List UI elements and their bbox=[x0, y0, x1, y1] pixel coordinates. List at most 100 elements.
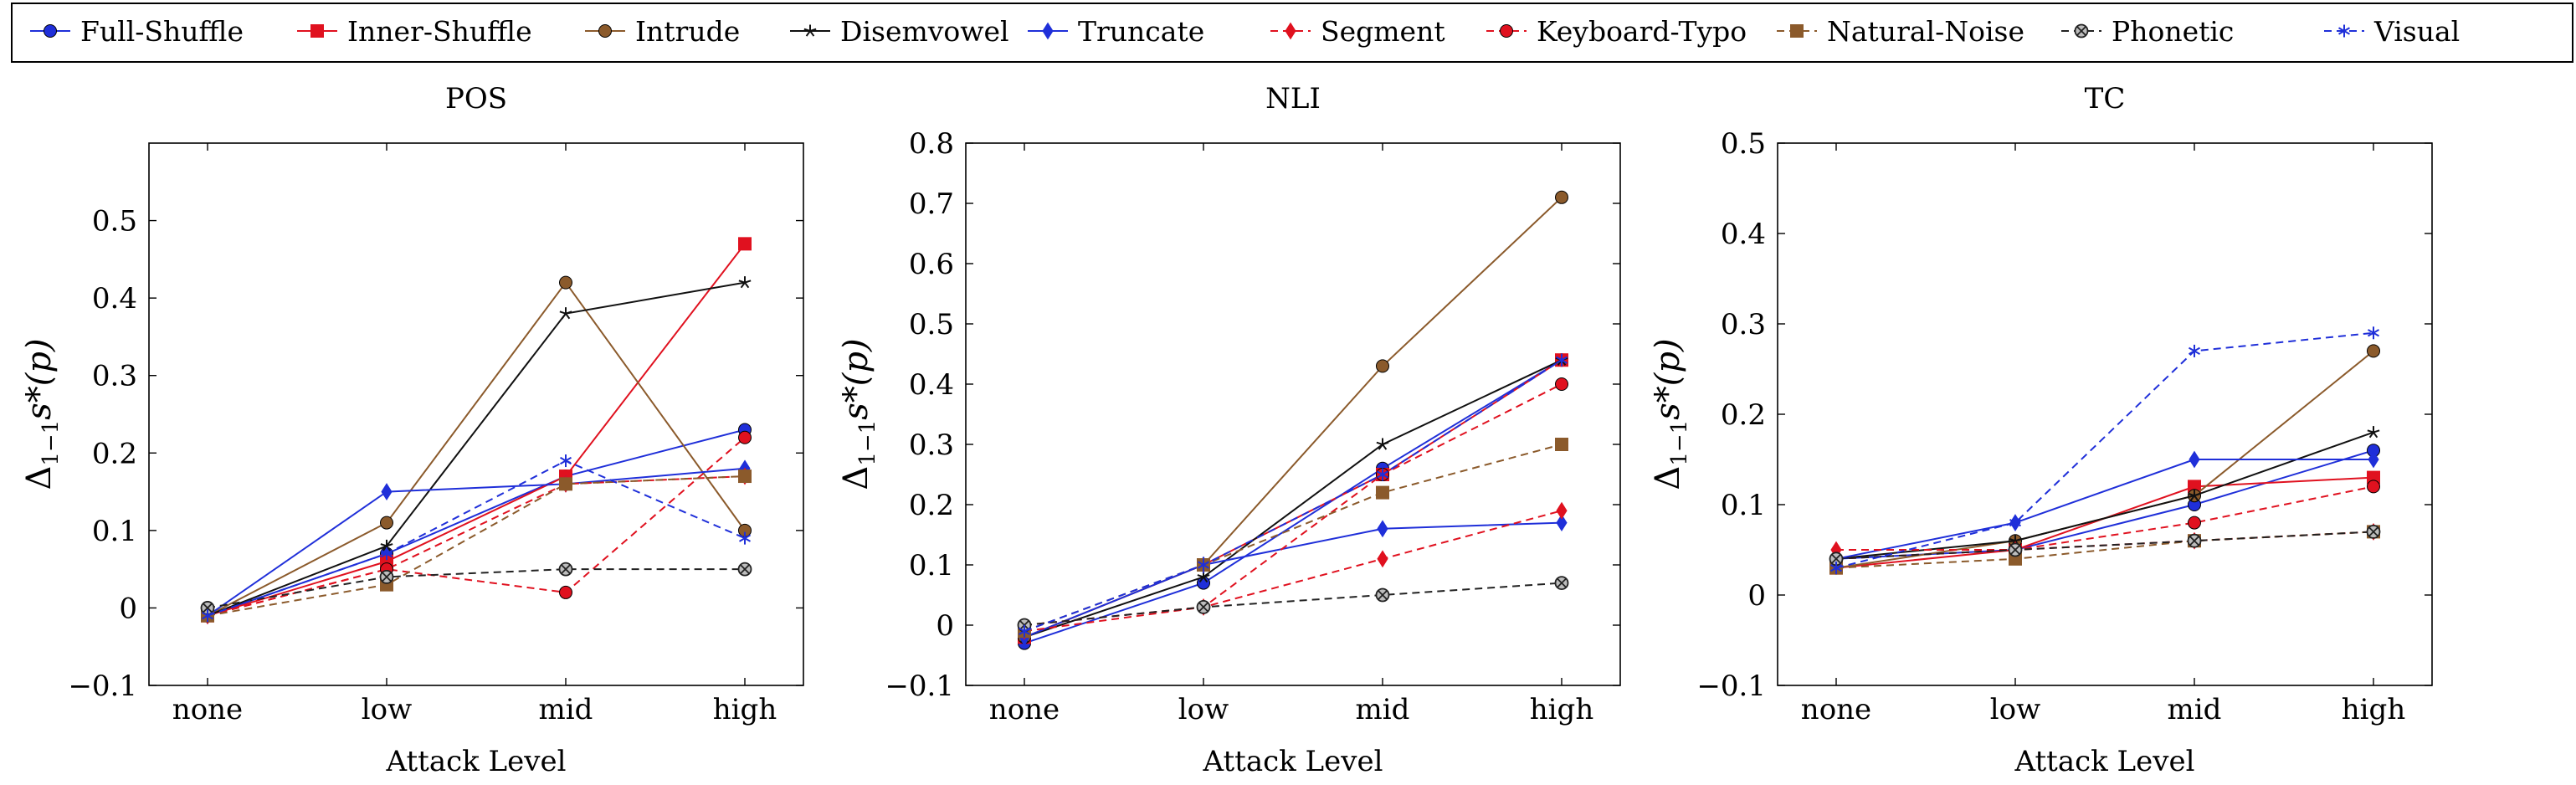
series-segment bbox=[1830, 522, 2379, 559]
series-line bbox=[1024, 359, 1563, 639]
data-point bbox=[1555, 438, 1568, 451]
series-line bbox=[1835, 331, 2374, 569]
series-line bbox=[207, 428, 746, 617]
legend-label: Truncate bbox=[1078, 15, 1204, 48]
x-tick-label: high bbox=[2342, 693, 2405, 726]
legend-marker bbox=[2074, 23, 2089, 38]
y-tick-label: 0.1 bbox=[909, 549, 954, 582]
y-tick-label: 0.7 bbox=[909, 187, 954, 221]
data-point bbox=[2009, 516, 2021, 530]
data-point bbox=[2189, 344, 2200, 357]
series-line bbox=[207, 568, 745, 609]
legend-label: Disemvowel bbox=[840, 15, 1009, 48]
legend-item-inner-shuffle: Inner-Shuffle bbox=[297, 15, 532, 48]
data-point bbox=[1376, 485, 1389, 500]
series-truncate bbox=[202, 459, 751, 625]
y-tick-label: 0 bbox=[936, 609, 954, 643]
series-inner-shuffle bbox=[1829, 470, 2380, 575]
y-tick-label: −0.1 bbox=[885, 670, 954, 703]
data-point bbox=[2189, 450, 2200, 469]
data-point bbox=[2187, 533, 2202, 548]
data-point bbox=[559, 477, 572, 491]
y-tick-label: 0.3 bbox=[1721, 308, 1766, 341]
data-point bbox=[1556, 353, 1568, 367]
series-natural-noise bbox=[1018, 438, 1568, 639]
data-point bbox=[1377, 468, 1388, 481]
y-tick-label: 0.8 bbox=[909, 127, 954, 161]
data-point bbox=[380, 539, 393, 552]
legend-item-phonetic: Phonetic bbox=[2061, 15, 2234, 48]
series-truncate bbox=[1019, 514, 1568, 646]
series-natural-noise bbox=[201, 469, 752, 623]
data-point bbox=[1376, 359, 1389, 373]
series-intrude bbox=[1018, 190, 1568, 644]
data-point bbox=[1556, 501, 1568, 520]
data-point bbox=[559, 275, 572, 290]
y-tick-label: 0.3 bbox=[909, 428, 954, 462]
data-point bbox=[1377, 550, 1388, 568]
data-point bbox=[379, 570, 394, 584]
series-line bbox=[207, 475, 746, 617]
y-axis-label: Δ1−1s*(p) bbox=[20, 338, 64, 490]
series-line bbox=[207, 459, 746, 617]
data-point bbox=[738, 430, 752, 444]
series-visual bbox=[1019, 353, 1568, 638]
series-segment bbox=[202, 467, 751, 625]
legend: Full-Shuffle Inner-Shuffle Intrude Disemvow… bbox=[11, 3, 2573, 63]
series-line bbox=[207, 467, 746, 617]
legend-marker bbox=[1500, 24, 1513, 38]
y-tick-label: 0 bbox=[119, 592, 137, 625]
y-tick-label: 0 bbox=[1747, 579, 1766, 613]
y-tick-label: 0.3 bbox=[92, 360, 137, 393]
legend-label: Full-Shuffle bbox=[80, 15, 244, 48]
series-line bbox=[207, 281, 746, 617]
data-point bbox=[558, 562, 573, 577]
x-tick-label: high bbox=[713, 693, 777, 726]
x-tick-label: high bbox=[1530, 693, 1593, 726]
series-line bbox=[207, 280, 746, 617]
legend-item-disemvowel: Disemvowel bbox=[790, 15, 1009, 48]
chart-panels: POS −0.1 0 0.1 0.2 0.3 0.4 0.5 none low mid high Att… bbox=[20, 82, 2433, 778]
x-tick-label: none bbox=[989, 693, 1060, 726]
x-tick-label: none bbox=[1801, 693, 1871, 726]
series-line bbox=[1835, 459, 2373, 560]
legend-label: Inner-Shuffle bbox=[347, 15, 532, 48]
series-line bbox=[1835, 531, 2374, 560]
x-tick-label: low bbox=[1178, 693, 1229, 726]
series-line bbox=[1835, 431, 2374, 560]
legend-item-natural-noise: Natural-Noise bbox=[1777, 15, 2024, 48]
data-point bbox=[1197, 570, 1210, 583]
y-tick-label: 0.2 bbox=[909, 489, 954, 522]
series-line bbox=[1024, 197, 1563, 639]
data-point bbox=[2008, 542, 2023, 557]
axes-frame bbox=[965, 142, 1621, 686]
data-point bbox=[1556, 514, 1568, 532]
y-tick-label: 0.4 bbox=[92, 282, 137, 316]
panel-nli: NLI −0.1 0 0.1 0.2 0.3 0.4 0.5 0.6 0.7 0.8 none low m… bbox=[837, 82, 1621, 778]
data-point bbox=[202, 609, 213, 623]
legend-marker bbox=[1285, 22, 1296, 40]
series-line bbox=[1024, 521, 1563, 639]
data-point bbox=[1555, 190, 1568, 204]
series-disemvowel bbox=[1018, 353, 1568, 644]
series-keyboard-typo bbox=[1829, 480, 2380, 566]
legend-label: Intrude bbox=[635, 15, 740, 48]
data-point bbox=[200, 601, 215, 615]
x-axis-label: Attack Level bbox=[2014, 745, 2195, 778]
y-tick-label: 0.1 bbox=[1721, 489, 1766, 522]
panel-tc: TC −0.1 0 0.1 0.2 0.3 0.4 0.5 none low mid high Atta… bbox=[1649, 82, 2433, 778]
series-phonetic bbox=[200, 562, 752, 615]
x-axis-label: Attack Level bbox=[386, 745, 567, 778]
data-point bbox=[1375, 587, 1390, 603]
legend-marker bbox=[1790, 24, 1804, 38]
series-line bbox=[1024, 359, 1563, 639]
y-tick-label: 0.4 bbox=[1721, 218, 1766, 251]
data-point bbox=[560, 454, 572, 468]
x-tick-label: mid bbox=[1356, 693, 1410, 726]
data-point bbox=[2366, 525, 2381, 539]
data-point bbox=[2188, 489, 2201, 501]
data-point bbox=[739, 531, 751, 545]
data-point bbox=[380, 516, 393, 530]
series-segment bbox=[1019, 501, 1568, 640]
series-inner-shuffle bbox=[1018, 353, 1568, 644]
